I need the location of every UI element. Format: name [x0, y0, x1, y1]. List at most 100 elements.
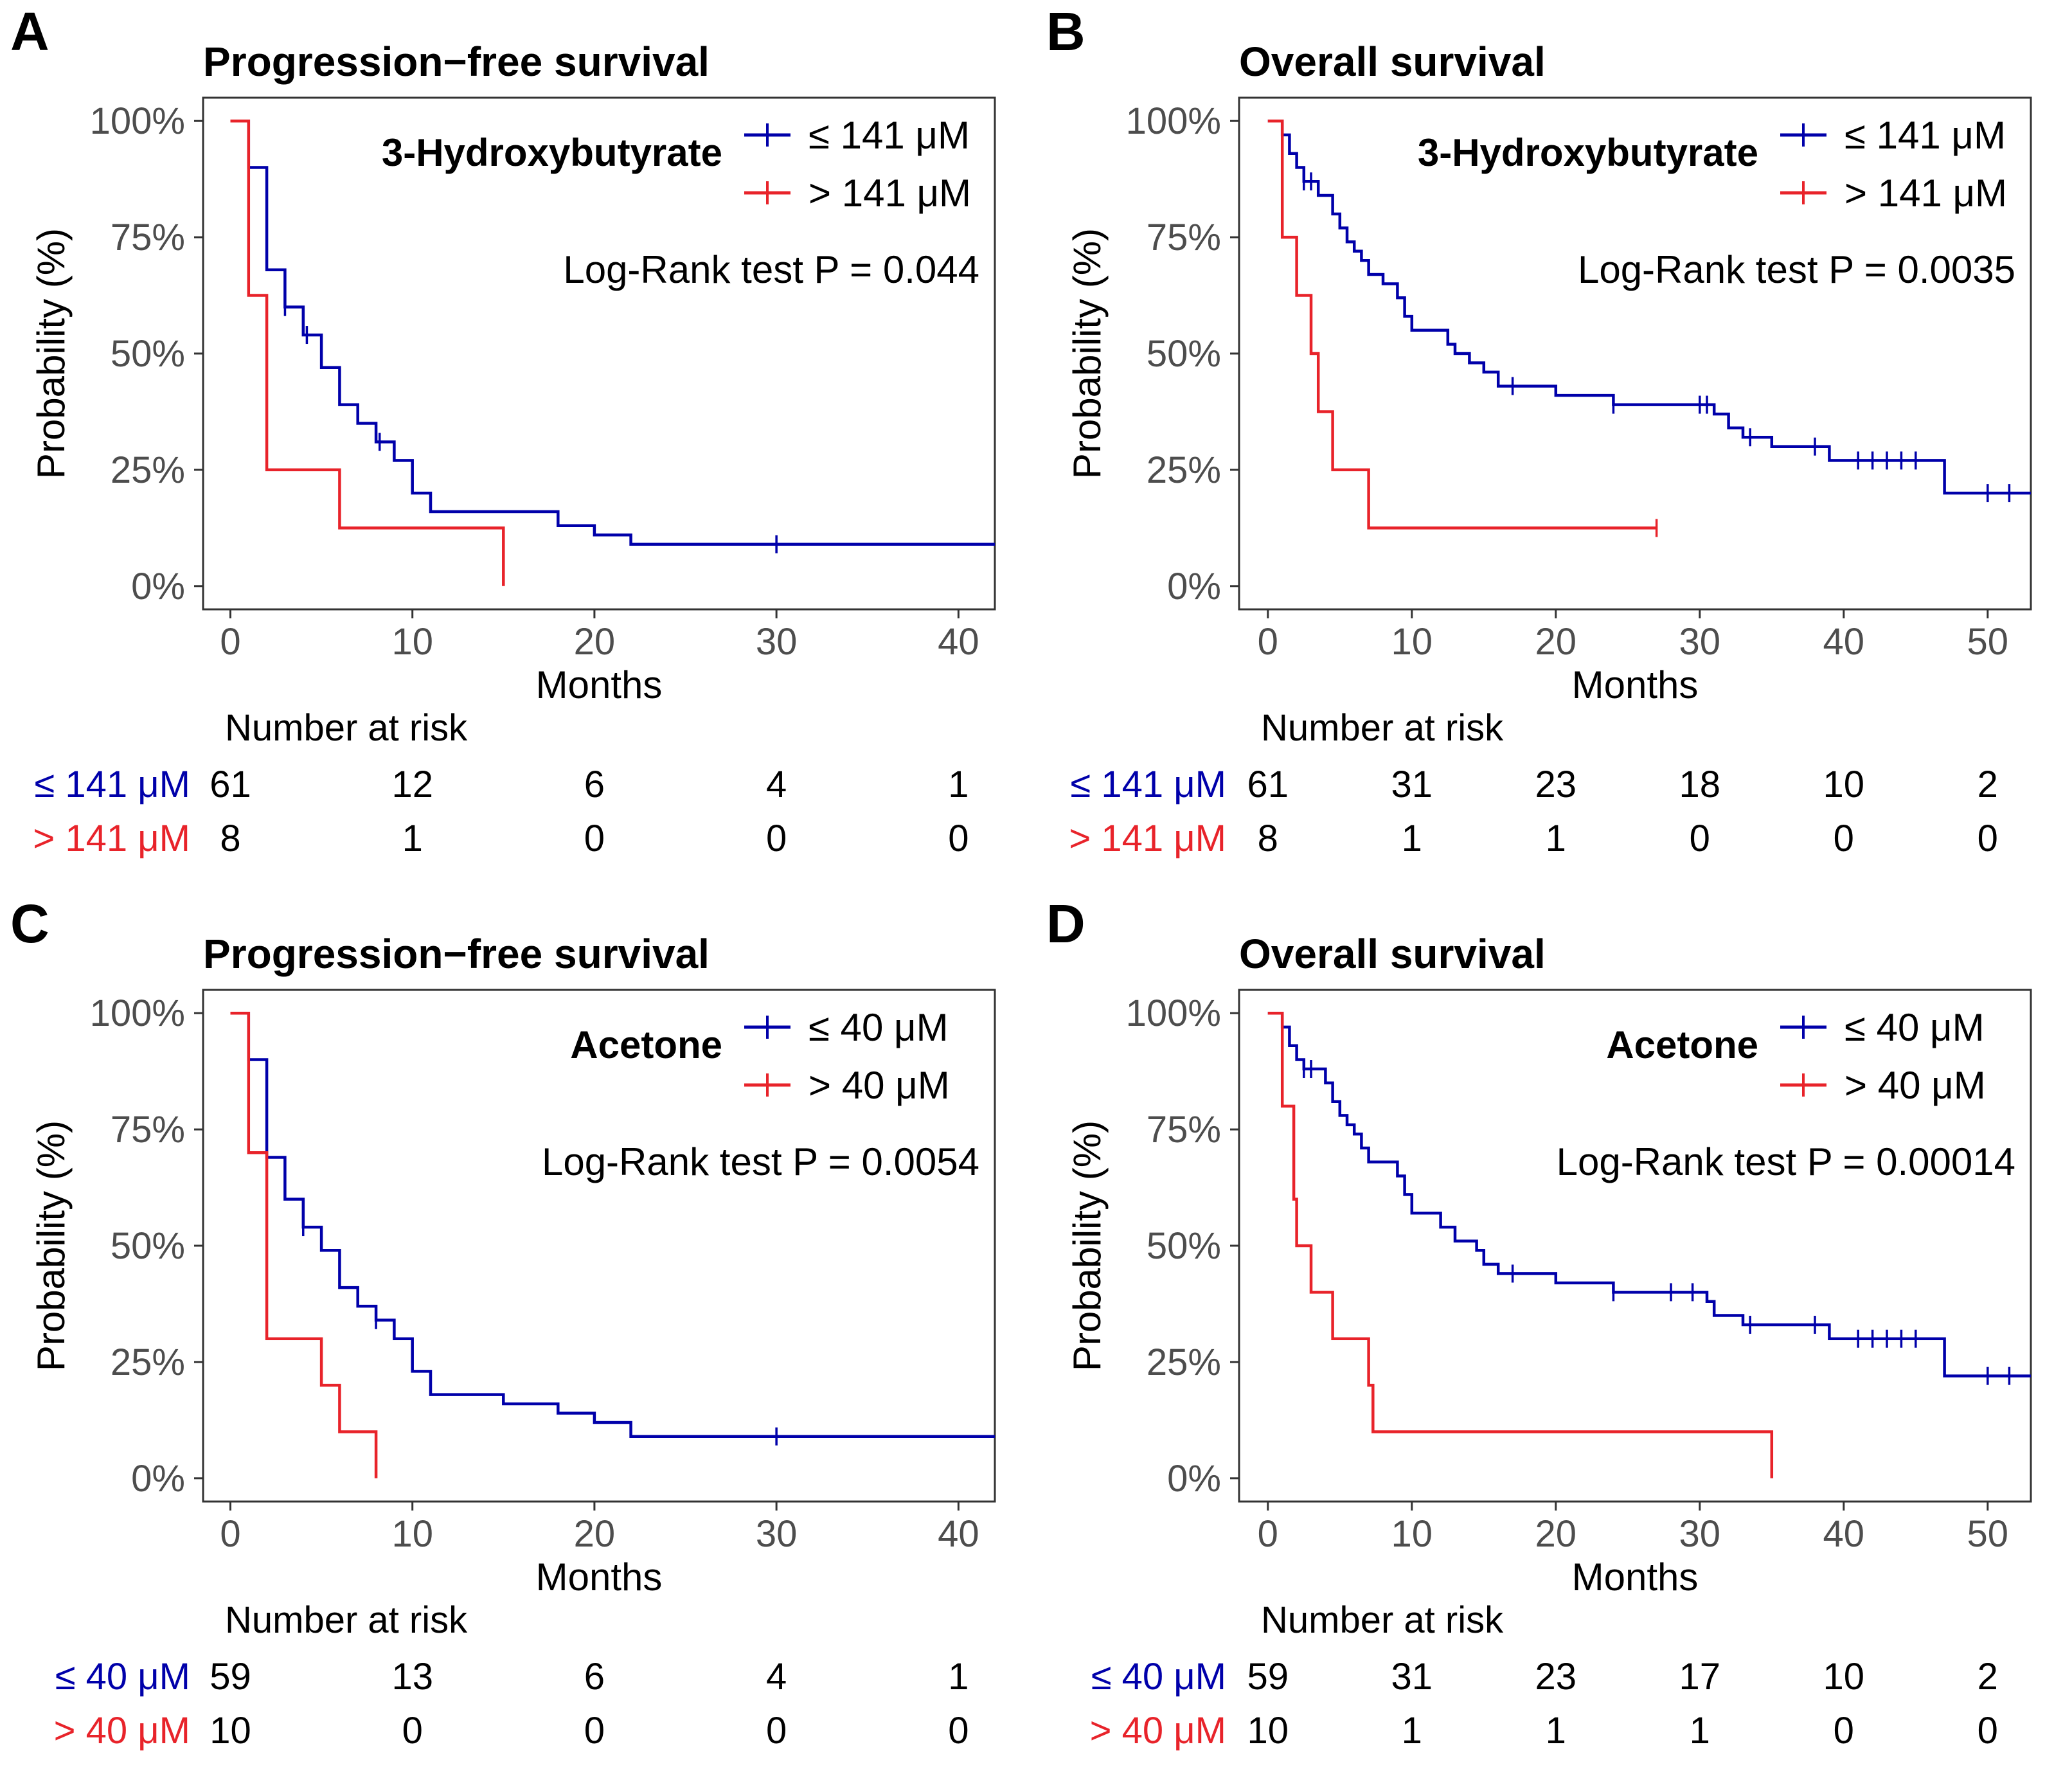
y-tick-label: 25% — [1147, 449, 1221, 491]
risk-row-label-series-1: ≤ 141 μM — [34, 764, 190, 805]
risk-count: 0 — [584, 1710, 605, 1752]
y-tick-label: 50% — [111, 333, 185, 375]
x-tick-label: 30 — [756, 621, 798, 663]
marker-label: Acetone — [1606, 1023, 1758, 1066]
y-tick-label: 25% — [1147, 1341, 1221, 1383]
risk-count: 31 — [1391, 1656, 1433, 1698]
x-axis-label: Months — [1572, 663, 1699, 706]
x-tick-label: 30 — [1679, 621, 1721, 663]
y-tick-label: 25% — [111, 449, 185, 491]
risk-count: 10 — [1823, 764, 1865, 805]
risk-count: 31 — [1391, 764, 1433, 805]
x-tick-label: 10 — [391, 1513, 433, 1555]
pvalue-label: Log-Rank test P = 0.044 — [563, 248, 979, 291]
risk-count: 17 — [1679, 1656, 1721, 1698]
risk-table-title: Number at risk — [1261, 707, 1504, 749]
y-tick-label: 75% — [111, 1109, 185, 1151]
panel-b: B Overall survival 0% 25% 50% 75% 100% 0 10 20 30 4… — [1036, 0, 2072, 892]
legend-label-series-1: ≤ 40 μM — [1844, 1006, 1985, 1049]
x-tick-label: 30 — [756, 1513, 798, 1555]
risk-count: 0 — [1978, 1710, 1998, 1752]
km-curve-series-2 — [1267, 119, 1657, 530]
risk-row-label-series-2: > 40 μM — [1090, 1710, 1226, 1752]
risk-count: 12 — [391, 764, 433, 805]
y-tick-label: 0% — [1167, 566, 1221, 607]
x-tick-label: 0 — [220, 621, 240, 663]
risk-row-label-series-2: > 141 μM — [1069, 818, 1226, 859]
panel-a: A Progression−free survival 0% 25% 50% 75% 100… — [0, 0, 1036, 892]
x-tick-label: 40 — [938, 1513, 979, 1555]
pvalue-label: Log-Rank test P = 0.0035 — [1578, 248, 2015, 291]
y-tick-label: 0% — [1167, 1458, 1221, 1500]
panel-c: C Progression−free survival 0% 25% 50% 75% 100… — [0, 892, 1036, 1784]
risk-row-label-series-2: > 141 μM — [33, 818, 190, 859]
marker-label: 3-Hydroxybutyrate — [1418, 131, 1758, 174]
risk-count: 10 — [1247, 1710, 1289, 1752]
y-tick-label: 50% — [1147, 1225, 1221, 1267]
y-tick-label: 0% — [131, 566, 185, 607]
risk-count: 61 — [210, 764, 251, 805]
risk-count: 8 — [220, 818, 240, 859]
panel-letter: D — [1046, 893, 1085, 954]
y-tick-label: 50% — [1147, 333, 1221, 375]
y-tick-label: 100% — [90, 992, 185, 1034]
risk-row-label-series-1: ≤ 40 μM — [55, 1656, 190, 1698]
x-tick-label: 0 — [220, 1513, 240, 1555]
x-tick-label: 10 — [1391, 621, 1433, 663]
risk-count: 23 — [1535, 764, 1577, 805]
chart-title: Overall survival — [1239, 39, 1546, 85]
risk-count: 13 — [391, 1656, 433, 1698]
legend-label-series-2: > 40 μM — [808, 1064, 950, 1107]
x-tick-label: 40 — [1823, 621, 1865, 663]
x-tick-label: 30 — [1679, 1513, 1721, 1555]
y-tick-label: 75% — [1147, 1109, 1221, 1151]
panel-letter: C — [10, 893, 49, 954]
panel-c-svg: C Progression−free survival0%25%50%75%100… — [10, 893, 996, 1752]
risk-count: 1 — [1402, 1710, 1422, 1752]
risk-count: 0 — [584, 818, 605, 859]
risk-count: 8 — [1258, 818, 1278, 859]
y-tick-label: 25% — [111, 1341, 185, 1383]
panel-letter: A — [10, 1, 49, 62]
chart-title: Progression−free survival — [203, 39, 710, 85]
risk-count: 0 — [766, 818, 787, 859]
risk-count: 1 — [402, 818, 423, 859]
risk-count: 1 — [1546, 818, 1566, 859]
risk-count: 4 — [766, 1656, 787, 1698]
x-tick-label: 20 — [1535, 1513, 1577, 1555]
risk-count: 0 — [1978, 818, 1998, 859]
risk-count: 1 — [1690, 1710, 1710, 1752]
risk-count: 4 — [766, 764, 787, 805]
risk-count: 1 — [948, 1656, 969, 1698]
y-tick-label: 100% — [1126, 100, 1221, 142]
risk-count: 0 — [766, 1710, 787, 1752]
risk-count: 2 — [1978, 1656, 1998, 1698]
x-tick-label: 0 — [1258, 621, 1278, 663]
x-tick-label: 20 — [1535, 621, 1577, 663]
panel-a-svg: A Progression−free survival0%25%50%75%100… — [10, 1, 996, 859]
risk-count: 0 — [948, 818, 969, 859]
risk-row-label-series-2: > 40 μM — [54, 1710, 190, 1752]
x-tick-label: 40 — [938, 621, 979, 663]
risk-count: 1 — [1546, 1710, 1566, 1752]
risk-count: 10 — [210, 1710, 251, 1752]
x-tick-label: 20 — [574, 1513, 616, 1555]
km-curve-series-2 — [230, 1011, 378, 1478]
legend-label-series-1: ≤ 141 μM — [1844, 114, 2006, 157]
risk-count: 59 — [210, 1656, 251, 1698]
x-tick-label: 50 — [1967, 1513, 2009, 1555]
pvalue-label: Log-Rank test P = 0.0054 — [542, 1140, 979, 1183]
risk-count: 0 — [1834, 1710, 1854, 1752]
x-tick-label: 50 — [1967, 621, 2009, 663]
risk-count: 1 — [1402, 818, 1422, 859]
y-tick-label: 100% — [90, 100, 185, 142]
risk-count: 23 — [1535, 1656, 1577, 1698]
y-axis-label: Probability (%) — [30, 228, 73, 479]
y-axis-label: Probability (%) — [30, 1120, 73, 1371]
legend-label-series-1: ≤ 40 μM — [808, 1006, 949, 1049]
y-tick-label: 75% — [1147, 217, 1221, 258]
risk-row-label-series-1: ≤ 40 μM — [1091, 1656, 1226, 1698]
risk-count: 0 — [948, 1710, 969, 1752]
